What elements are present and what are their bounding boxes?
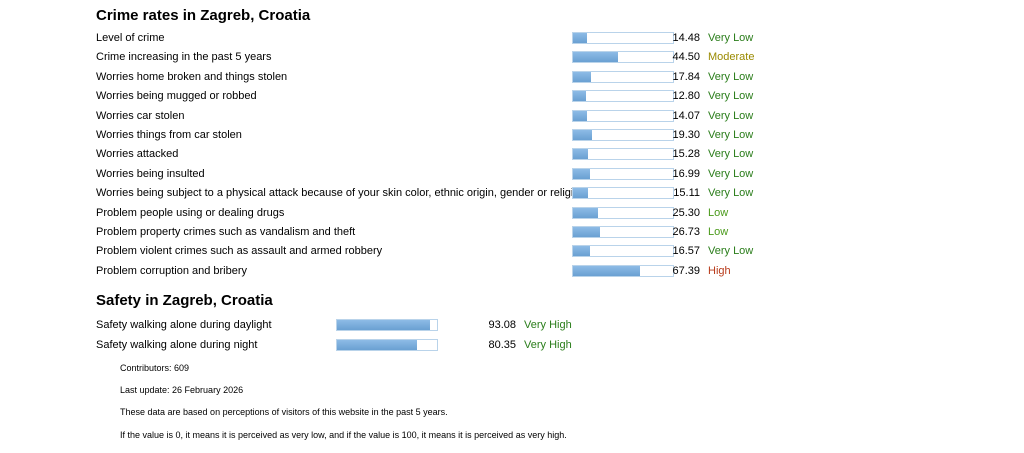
contributors-text: Contributors: 609 [120,363,190,373]
score-bar [572,264,674,277]
score-level: Very High [524,319,572,331]
score-value: 19.30 [672,129,700,141]
score-level: Very Low [708,148,754,161]
safety-section-title: Safety in Zagreb, Croatia [96,292,273,309]
score-level: Very Low [708,70,754,83]
score-bar-fill [573,188,589,199]
score-value: 15.28 [672,148,700,161]
score-bar [572,109,674,122]
row-label: Problem people using or dealing drugs [96,206,285,219]
score-bar-fill [337,320,431,330]
score-value: 17.84 [672,70,700,83]
score-bar-fill [573,227,600,237]
score-value: 93.08 [488,319,516,331]
crime-row: Worries car stolen 14.07 Very Low [96,107,996,126]
score-bar-fill [573,149,589,160]
row-label: Level of crime [96,32,165,44]
score-value: 16.99 [672,167,700,180]
score-bar-fill [573,168,590,179]
score-bar [572,70,674,83]
score-bar [572,90,674,103]
score-value: 26.73 [672,226,700,238]
score-bar [572,226,674,238]
row-label: Worries being insulted [96,167,205,180]
score-value: 14.48 [672,32,700,44]
perception-note: These data are based on perceptions of v… [120,407,448,417]
score-value: 12.80 [672,90,700,103]
crime-row: Worries attacked 15.28 Very Low [96,145,996,164]
row-label: Safety walking alone during night [96,338,258,351]
score-value: 80.35 [488,338,516,351]
score-bar-fill [573,207,599,218]
score-bar [572,32,674,44]
row-label: Problem property crimes such as vandalis… [96,226,356,238]
crime-row: Problem property crimes such as vandalis… [96,223,996,242]
score-bar-fill [573,91,586,102]
crime-row: Worries home broken and things stolen 17.… [96,68,996,87]
score-level: Moderate [708,51,755,64]
score-bar [572,148,674,161]
crime-section-title: Crime rates in Zagreb, Croatia [96,7,311,24]
score-bar [572,167,674,180]
row-label: Safety walking alone during daylight [96,319,272,331]
safety-row: Safety walking alone during night 80.35 Ve… [96,336,996,355]
score-bar-fill [573,110,588,121]
score-level: Very Low [708,32,754,44]
crime-row: Worries being insulted 16.99 Very Low [96,165,996,184]
score-bar-fill [573,130,593,140]
score-level: Very Low [708,187,754,200]
crime-row: Worries being subject to a physical atta… [96,184,996,203]
score-value: 16.57 [672,245,700,258]
row-label: Crime increasing in the past 5 years [96,51,272,64]
row-label: Problem violent crimes such as assault a… [96,245,383,258]
score-bar-fill [573,52,618,63]
row-label: Worries car stolen [96,109,185,122]
score-bar [572,206,674,219]
score-level: Low [708,206,729,219]
score-value: 25.30 [672,206,700,219]
crime-row: Worries being mugged or robbed 12.80 Very … [96,87,996,106]
crime-row: Worries things from car stolen 19.30 Very … [96,126,996,145]
row-label: Worries things from car stolen [96,129,242,141]
score-bar [572,129,674,141]
score-bar [572,245,674,258]
row-label: Worries being subject to a physical atta… [96,187,586,200]
score-bar-fill [573,265,641,276]
score-level: Very Low [708,129,754,141]
row-label: Worries being mugged or robbed [96,90,257,103]
score-value: 67.39 [672,264,700,277]
score-level: Very High [524,338,572,351]
safety-row: Safety walking alone during daylight 93.0… [96,316,996,335]
crime-row: Problem violent crimes such as assault a… [96,242,996,261]
crime-row: Level of crime 14.48 Very Low [96,29,996,48]
score-bar-fill [337,339,418,350]
score-bar [572,51,674,64]
score-level: Very Low [708,167,754,180]
score-bar [336,319,438,331]
row-label: Problem corruption and bribery [96,264,248,277]
score-bar-fill [573,33,588,43]
score-level: High [708,264,731,277]
crime-row: Crime increasing in the past 5 years 44.5… [96,48,996,67]
score-level: Very Low [708,109,754,122]
score-value: 14.07 [672,109,700,122]
score-bar-fill [573,246,590,257]
crime-row: Problem corruption and bribery 67.39 High [96,262,996,281]
score-value: 44.50 [672,51,700,64]
score-level: Very Low [708,90,754,103]
scale-note: If the value is 0, it means it is percei… [120,430,567,440]
score-value: 15.11 [673,187,700,200]
last-update-text: Last update: 26 February 2026 [120,385,244,395]
crime-row: Problem people using or dealing drugs 25.… [96,204,996,223]
score-bar [572,187,674,200]
score-level: Low [708,226,729,238]
row-label: Worries attacked [96,148,179,161]
score-bar [336,338,438,351]
score-level: Very Low [708,245,754,258]
score-bar-fill [573,71,591,82]
row-label: Worries home broken and things stolen [96,70,288,83]
